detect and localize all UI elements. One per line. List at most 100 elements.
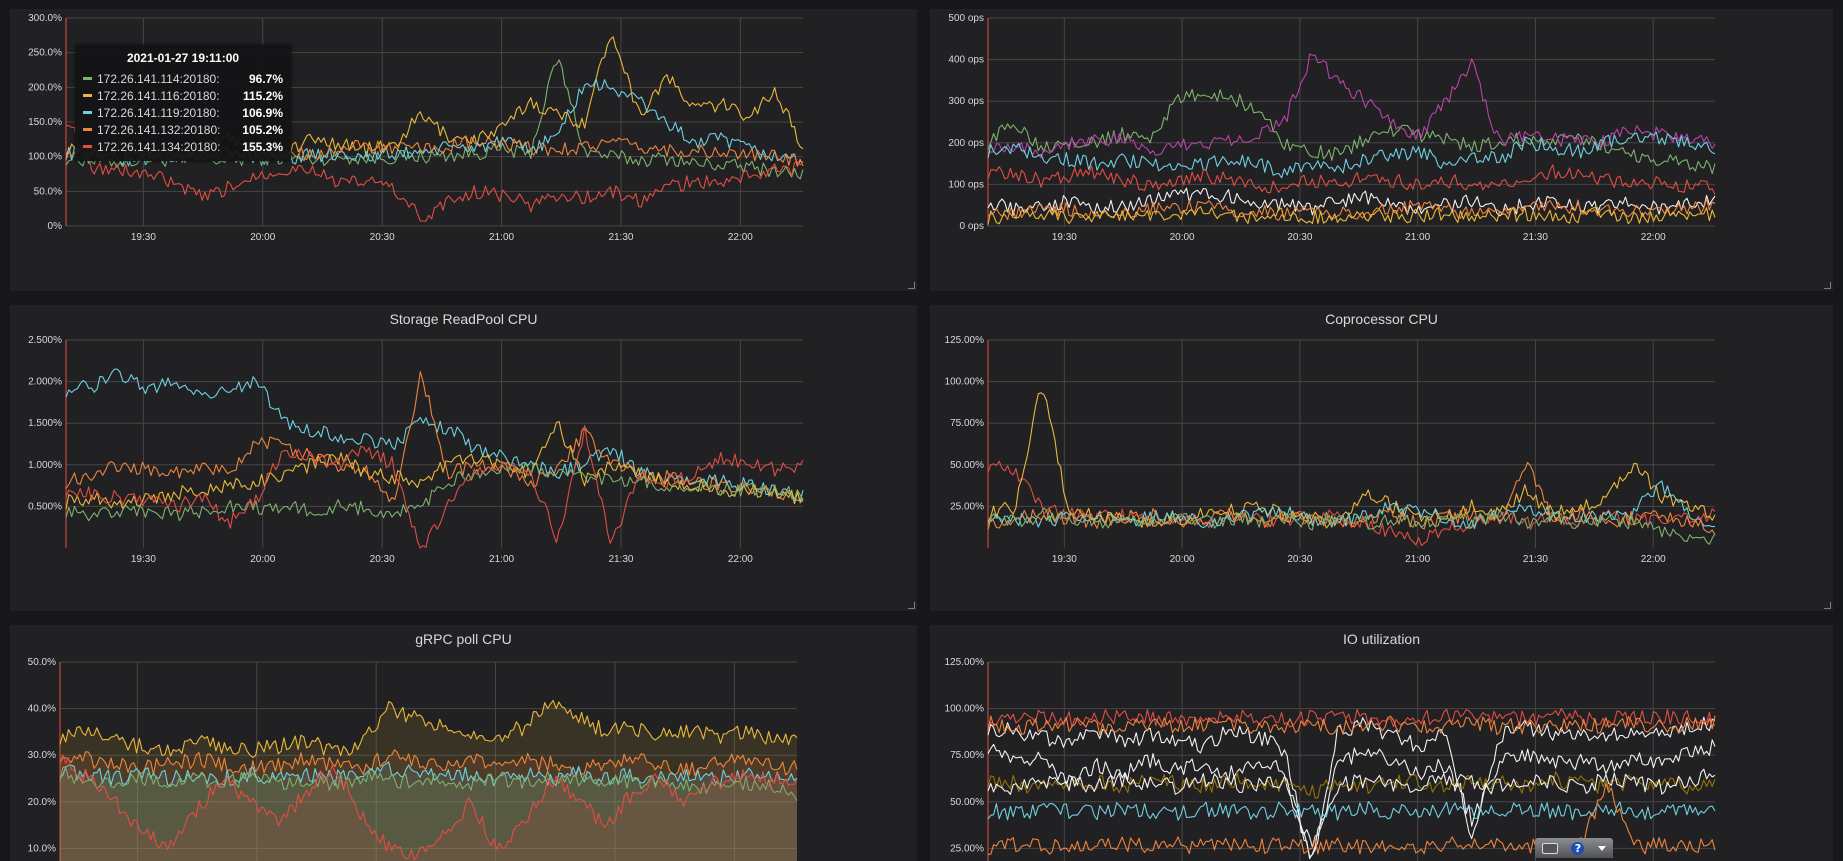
resize-icon[interactable] [908,282,915,289]
series-line [987,507,1716,545]
series-line [65,125,804,222]
panel-title: IO utilization [1342,631,1421,647]
series-area [60,761,797,861]
resize-icon[interactable] [908,602,915,609]
y-tick-label: 10.0% [28,843,56,854]
series-line [59,761,798,787]
keyboard-icon[interactable] [1541,842,1558,854]
y-tick-label: 100 ops [948,179,984,190]
y-tick-label: 2.000% [28,377,62,388]
y-tick-label: 25.00% [950,501,984,512]
tooltip-label: 172.26.141.134:20180: [97,139,221,154]
x-tick-label: 21:00 [489,554,514,565]
y-tick-label: 75.00% [950,750,984,761]
y-tick-label: 200 ops [948,138,984,149]
tooltip-time: 2021-01-27 19:11:00 [126,51,240,65]
series-line [65,462,804,522]
x-tick-label: 19:30 [1052,232,1077,243]
input-method-widget[interactable]: ? [1535,838,1613,858]
x-tick-label: 21:30 [1523,554,1548,565]
x-tick-label: 21:30 [1523,232,1548,243]
y-tick-label: 1.500% [28,418,62,429]
panel-title: Coprocessor CPU [1325,311,1438,327]
y-tick-label: 250.0% [28,48,62,59]
x-tick-label: 21:00 [489,232,514,243]
x-tick-label: 20:00 [1170,554,1195,565]
help-icon[interactable]: ? [1571,841,1585,855]
y-tick-label: 2.500% [28,335,62,346]
y-tick-label: 30.0% [28,750,56,761]
series-line [987,768,1716,848]
y-tick-label: 100.00% [945,704,985,715]
series-swatch [83,77,92,80]
panel-title: Storage ReadPool CPU [389,311,538,327]
tooltip-label: 172.26.141.116:20180: [97,88,220,103]
x-tick-label: 21:00 [1405,232,1430,243]
resize-icon[interactable] [1824,602,1831,609]
x-tick-label: 19:30 [1052,554,1077,565]
series-area [60,754,797,861]
series-line [987,131,1716,179]
tooltip-value: 106.9% [242,105,283,120]
tooltip-row: 172.26.141.119:20180: 106.9% [83,104,283,121]
series-line [987,800,1716,821]
y-tick-label: 0 ops [960,221,984,232]
tooltip-value: 96.7% [248,71,283,86]
tooltip-row: 172.26.141.114:20180: 96.7% [83,70,283,87]
y-tick-label: 1.000% [28,460,62,471]
x-tick-label: 22:00 [1641,554,1666,565]
x-tick-label: 19:30 [131,554,156,565]
hover-tooltip: 2021-01-27 19:11:00 172.26.141.114:20180… [75,45,291,161]
y-tick-label: 300 ops [948,96,984,107]
chart-p3[interactable]: 0.500% 1.000% 1.500% 2.000% 2.500% 19:30 20:00… [10,305,917,611]
series-line [59,754,798,861]
tooltip-label: 172.26.141.119:20180: [97,105,220,120]
y-tick-label: 50.00% [950,460,984,471]
x-tick-label: 20:00 [1170,232,1195,243]
tooltip-value: 105.2% [242,122,283,137]
y-tick-label: 50.0% [28,657,56,668]
series-line [987,392,1716,529]
y-tick-label: 500 ops [948,13,984,24]
series-line [65,425,804,549]
series-swatch [83,94,92,97]
chart-p4[interactable]: 25.00% 50.00% 75.00% 100.00% 125.00% 19:30 20:… [930,305,1833,611]
series-line [59,699,798,758]
series-line [65,371,804,505]
series-swatch [83,111,92,114]
x-tick-label: 22:00 [728,232,753,243]
x-tick-label: 21:30 [608,554,633,565]
chart-p2[interactable]: 0 ops 100 ops 200 ops 300 ops 400 ops 500 ops… [930,9,1833,291]
series-swatch [83,128,92,131]
series-line [987,739,1716,858]
chart-p6[interactable]: 25.00% 50.00% 75.00% 100.00% 125.00% [930,625,1833,861]
series-line [987,187,1716,217]
x-tick-label: 20:30 [1287,554,1312,565]
resize-icon[interactable] [1824,282,1831,289]
y-tick-label: 150.0% [28,117,62,128]
series-line [987,716,1716,860]
series-line [59,766,798,801]
tooltip-rows: 172.26.141.114:20180: 96.7% 172.26.141.116… [83,70,283,155]
series-line [65,368,804,502]
series-line [987,782,1716,855]
series-line [987,164,1716,195]
io-utilization-panel: IO utilization 25.00% 50.00% 75.00% 100.00%… [930,625,1833,861]
series-line [987,88,1716,175]
y-tick-label: 0% [48,221,63,232]
series-area [60,766,797,861]
y-tick-label: 125.00% [945,657,985,668]
coprocessor-cpu-panel: Coprocessor CPU 25.00% 50.00% 75.00% 100.00… [930,305,1833,611]
tooltip-value: 115.2% [242,88,283,103]
tooltip-value: 155.3% [242,139,283,154]
y-tick-label: 400 ops [948,55,984,66]
x-tick-label: 22:00 [1641,232,1666,243]
chart-p5[interactable]: 10.0% 20.0% 30.0% 40.0% 50.0% [10,625,917,861]
y-tick-label: 125.00% [945,335,985,346]
series-line [987,461,1716,536]
series-line [987,206,1716,225]
y-tick-label: 300.0% [28,13,62,24]
x-tick-label: 20:30 [370,232,395,243]
caret-down-icon[interactable] [1598,845,1607,851]
x-tick-label: 21:00 [1405,554,1430,565]
